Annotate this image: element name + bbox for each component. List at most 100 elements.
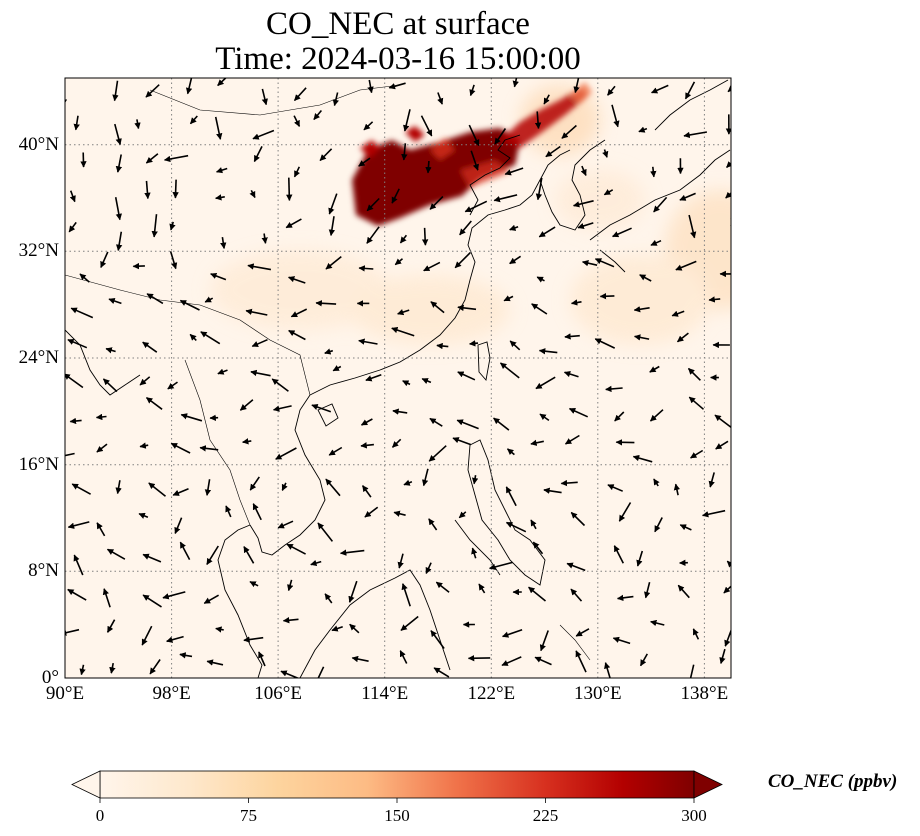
wind-arrow <box>456 419 479 430</box>
wind-arrow <box>400 615 419 632</box>
wind-arrow <box>618 502 632 522</box>
wind-arrow <box>96 522 106 537</box>
wind-arrow <box>349 623 360 634</box>
wind-vectors <box>65 78 731 678</box>
wind-arrow <box>403 479 413 486</box>
wind-arrow <box>512 78 519 88</box>
wind-arrow <box>361 485 372 498</box>
wind-arrow <box>428 445 447 462</box>
wind-arrow <box>534 656 552 666</box>
wind-arrow <box>360 442 374 449</box>
wind-arrow <box>391 438 402 448</box>
wind-arrow <box>531 303 548 315</box>
wind-arrow <box>100 251 109 268</box>
wind-arrow <box>543 94 550 105</box>
wind-arrow <box>650 619 665 627</box>
wind-arrow <box>69 417 82 425</box>
wind-arrow <box>725 191 731 199</box>
wind-arrow <box>570 588 583 602</box>
wind-arrow <box>253 146 263 163</box>
colorbar-tick-label: 225 <box>532 806 559 825</box>
wind-arrow <box>215 167 228 174</box>
wind-arrow <box>261 88 268 106</box>
wind-arrow <box>454 252 471 269</box>
wind-arrow <box>315 300 337 307</box>
wind-arrow <box>633 306 650 313</box>
wind-arrow <box>650 166 657 178</box>
wind-arrow <box>401 143 408 161</box>
wind-arrow <box>163 154 189 163</box>
wind-arrow <box>509 255 522 265</box>
wind-arrow <box>613 545 625 564</box>
colorbar-tick-label: 150 <box>384 806 410 825</box>
wind-arrow <box>366 226 380 244</box>
wind-arrow <box>469 84 476 97</box>
wind-arrow <box>532 541 544 555</box>
wind-arrow <box>271 378 289 392</box>
wind-arrow <box>290 308 308 318</box>
wind-arrow <box>328 216 336 237</box>
wind-arrow <box>572 200 594 208</box>
wind-arrow <box>421 468 429 487</box>
wind-arrow <box>311 403 332 413</box>
wind-arrow <box>639 653 648 667</box>
wind-arrow <box>251 338 268 348</box>
wind-arrow <box>180 413 203 422</box>
wind-arrow <box>535 376 556 390</box>
wind-arrow <box>688 214 697 239</box>
wind-arrow <box>79 664 86 676</box>
wind-arrow <box>612 227 632 238</box>
lat-tick-label: 16°N <box>18 454 59 475</box>
wind-arrow <box>708 472 715 488</box>
wind-arrow <box>727 85 731 93</box>
wind-arrow <box>167 381 178 390</box>
wind-arrow <box>560 479 578 487</box>
wind-arrow <box>701 509 726 518</box>
wind-arrow <box>139 442 149 449</box>
wind-arrow <box>679 192 696 201</box>
wind-arrow <box>281 482 288 491</box>
wind-arrow <box>358 338 378 345</box>
wind-arrow <box>247 263 272 271</box>
wind-arrow <box>258 651 266 667</box>
wind-arrow <box>65 93 68 106</box>
wind-arrow <box>151 214 158 238</box>
wind-arrow <box>282 617 299 624</box>
wind-arrow <box>437 92 444 105</box>
wind-arrow <box>169 221 176 231</box>
wind-arrow <box>402 380 411 387</box>
colorbar-label: CO_NEC (ppbv) <box>768 771 898 792</box>
wind-arrow <box>594 338 616 349</box>
wind-arrow <box>242 438 252 445</box>
wind-arrow <box>638 126 648 133</box>
wind-arrow <box>535 177 543 201</box>
wind-arrow <box>464 200 488 213</box>
wind-arrow <box>146 293 164 305</box>
wind-arrow <box>575 628 590 637</box>
wind-arrow <box>252 129 275 140</box>
wind-arrow <box>179 652 193 659</box>
wind-arrow <box>683 131 708 139</box>
wind-arrow <box>367 79 374 94</box>
wind-arrow <box>69 190 76 203</box>
wind-arrow <box>478 583 486 594</box>
wind-arrow <box>690 449 704 459</box>
wind-arrow <box>166 635 184 643</box>
wind-arrow <box>287 579 294 592</box>
wind-arrow <box>468 124 480 147</box>
wind-arrow <box>607 484 624 492</box>
wind-arrow <box>67 588 87 601</box>
wind-arrow <box>428 518 438 531</box>
wind-arrow <box>139 376 151 386</box>
wind-arrow <box>493 194 518 203</box>
wind-arrow <box>332 365 342 372</box>
wind-arrow <box>249 189 256 199</box>
wind-arrow <box>215 626 224 633</box>
wind-arrow <box>286 543 306 555</box>
wind-arrow <box>679 524 692 531</box>
wind-arrow <box>328 193 338 215</box>
wind-arrow <box>538 348 558 355</box>
wind-arrow <box>250 369 271 377</box>
wind-arrow <box>324 348 334 355</box>
